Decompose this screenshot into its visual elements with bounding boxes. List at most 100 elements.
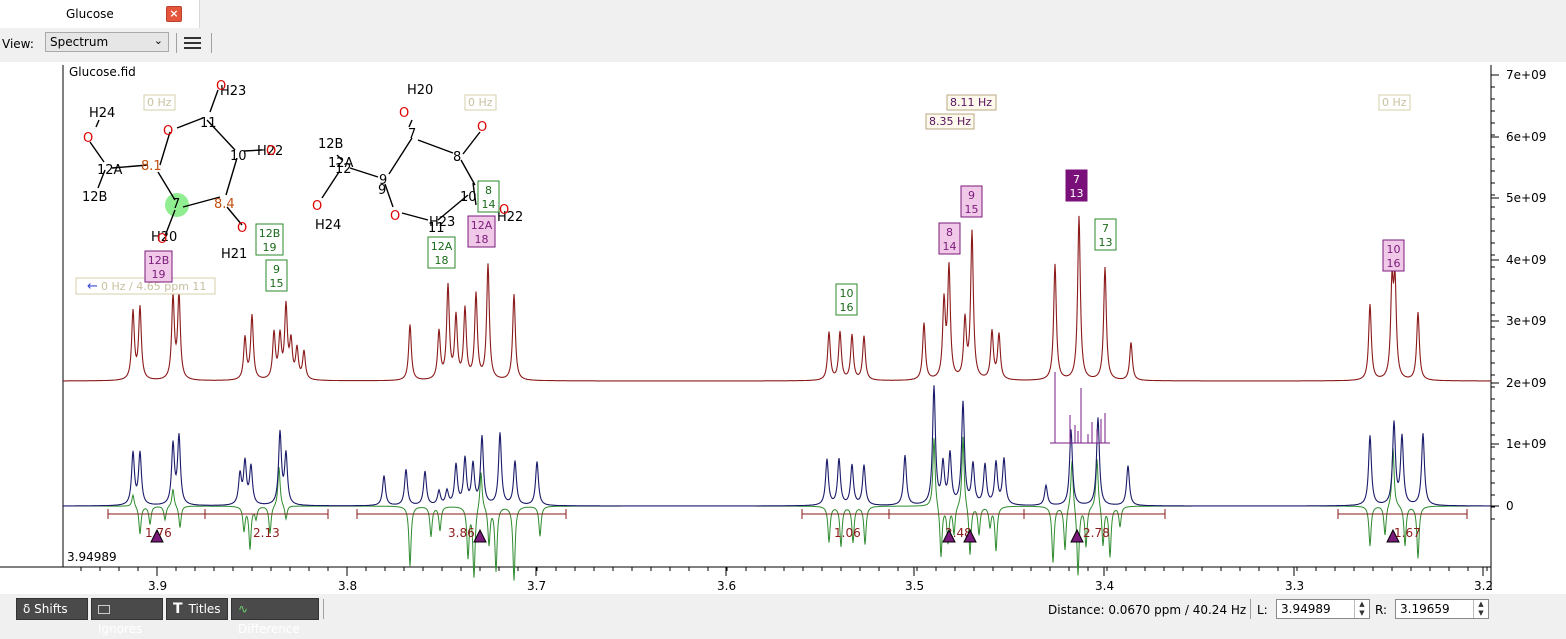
menu-icon[interactable] xyxy=(184,34,204,52)
right-cursor-field[interactable]: 3.19659 ▲ ▼ xyxy=(1395,599,1489,619)
peak-tag-box xyxy=(835,283,858,316)
peak-tag-box xyxy=(427,236,456,269)
peak-marker xyxy=(1386,528,1400,543)
rectangle-icon xyxy=(98,605,110,614)
integral-regions xyxy=(107,509,1468,519)
right-cursor-value: 3.19659 xyxy=(1400,602,1450,616)
distance-readout: Distance: 0.0670 ppm / 40.24 Hz xyxy=(1048,603,1247,617)
titles-button-label: Titles xyxy=(188,602,221,616)
y-tick-label: 1e+09 xyxy=(1506,437,1546,451)
svg-text:H24: H24 xyxy=(89,106,115,121)
text-icon: T xyxy=(173,601,183,617)
peak-tag-box xyxy=(255,223,284,256)
peak-tag-atom: 8 xyxy=(946,226,953,239)
peak-tag-box xyxy=(960,185,983,218)
x-tick-label: 3.2 xyxy=(1474,579,1493,593)
svg-text:O: O xyxy=(216,79,226,94)
toolbar-divider xyxy=(211,33,212,53)
peak-tag-box xyxy=(477,180,500,213)
spectrum-canvas[interactable]: 3.9 3.8 3.7 3.6 3.5 3.4 3.3 3.2 7e+09 6e+09 5e+09… xyxy=(0,62,1566,594)
y-tick-label: 4e+09 xyxy=(1506,253,1546,267)
ignores-button[interactable]: Ignores xyxy=(91,598,163,636)
peak-tag-atom: 9 xyxy=(273,263,280,276)
svg-text:H22: H22 xyxy=(257,144,283,159)
x-tick-label: 3.5 xyxy=(905,579,924,593)
difference-button-label: Difference xyxy=(238,622,300,636)
spin-arrows-icon[interactable]: ▲ ▼ xyxy=(1473,600,1488,618)
svg-text:H23: H23 xyxy=(220,84,246,99)
back-arrow-icon[interactable]: ← xyxy=(87,279,98,294)
view-select[interactable]: Spectrum ⌄ xyxy=(45,32,169,52)
svg-text:7: 7 xyxy=(408,127,416,142)
tab-glucose[interactable]: Glucose × xyxy=(0,0,200,28)
peak-tag-atom: 10 xyxy=(1387,243,1401,256)
molecule-structure-1[interactable]: H24 O 12A 12B O 11 H23 O 8.1 10 H22 O 7 … xyxy=(82,79,283,262)
left-cursor-label: L: xyxy=(1257,603,1268,617)
peak-tag-index: 18 xyxy=(475,233,489,246)
cursor-readout: 3.94989 xyxy=(67,550,117,564)
peak-tag-box xyxy=(938,222,961,255)
svg-text:O: O xyxy=(499,203,509,218)
peak-tag-box xyxy=(144,250,173,283)
y-axis-ticks: 7e+09 6e+09 5e+09 4e+09 3e+09 2e+09 1e+09 0 xyxy=(1491,68,1546,520)
shifts-button[interactable]: δ Shifts xyxy=(16,598,88,620)
svg-text:11: 11 xyxy=(200,116,217,131)
structure2-labels: H20 O 7 O 12B 12A 12 8 9 9 O H24 O H23 1… xyxy=(312,83,523,236)
peak-tag-index: 19 xyxy=(152,268,166,281)
peak-tag-index: 14 xyxy=(482,198,496,211)
coupling-tags: 0 Hz 0 Hz 8.11 Hz 8.35 Hz 0 Hz xyxy=(143,94,1411,130)
svg-text:8: 8 xyxy=(453,150,461,165)
peak-tag-atom: 9 xyxy=(968,189,975,202)
peak-assignment-tags[interactable]: 12B1912B1991581412A1812A1810168149157137… xyxy=(144,169,1405,316)
svg-text:H20: H20 xyxy=(151,230,177,245)
y-tick-label: 0 xyxy=(1506,499,1514,513)
x-tick-label: 3.9 xyxy=(148,579,167,593)
peak-marker xyxy=(942,528,956,543)
peak-tag-atom: 12B xyxy=(259,227,281,240)
peak-tag-box xyxy=(1094,218,1117,251)
peak-tag-index: 19 xyxy=(263,241,277,254)
hz-tag: 0 Hz xyxy=(1382,96,1407,109)
integral-labels: 1.76 2.13 3.86 1.06 2.48 2.78 1.67 xyxy=(145,526,1421,540)
svg-text:O: O xyxy=(237,221,247,236)
peak-marker xyxy=(963,528,977,543)
y-tick-label: 7e+09 xyxy=(1506,68,1546,82)
svg-text:9: 9 xyxy=(378,183,386,198)
x-tick-label: 3.8 xyxy=(338,579,357,593)
difference-button[interactable]: ∿ Difference xyxy=(231,598,319,636)
hz-tag: 0 Hz xyxy=(147,96,172,109)
peak-tag-atom: 10 xyxy=(840,287,854,300)
highlight-atom xyxy=(165,193,189,217)
svg-text:12B: 12B xyxy=(82,190,107,205)
svg-text:O: O xyxy=(266,144,276,159)
molecule-structure-2[interactable]: H20 O 7 O 12B 12A 12 8 9 9 O H24 O H23 1… xyxy=(312,83,523,236)
peak-tag-box xyxy=(467,215,496,248)
peak-tag-atom: 8 xyxy=(485,184,492,197)
peak-tag-atom: 12A xyxy=(471,219,493,232)
spin-arrows-icon[interactable]: ▲ ▼ xyxy=(1354,600,1369,618)
spectrum-plot[interactable]: 3.9 3.8 3.7 3.6 3.5 3.4 3.3 3.2 7e+09 6e+09 5e+09… xyxy=(0,62,1566,594)
svg-text:9: 9 xyxy=(379,173,387,188)
peak-tag-index: 18 xyxy=(435,254,449,267)
titles-button[interactable]: T Titles xyxy=(166,598,228,620)
svg-text:10: 10 xyxy=(460,190,477,205)
svg-text:H21: H21 xyxy=(221,247,247,262)
x-tick-label: 3.3 xyxy=(1285,579,1304,593)
svg-text:H20: H20 xyxy=(407,83,433,98)
y-tick-label: 5e+09 xyxy=(1506,191,1546,205)
close-icon[interactable]: × xyxy=(166,6,182,22)
left-cursor-field[interactable]: 3.94989 ▲ ▼ xyxy=(1276,599,1370,619)
peak-tag-atom: 12A xyxy=(431,240,453,253)
view-toolbar xyxy=(0,28,1566,60)
view-label: View: xyxy=(2,37,34,51)
peak-tag-index: 15 xyxy=(965,203,979,216)
peak-tag-index: 16 xyxy=(840,301,854,314)
peak-markers[interactable] xyxy=(150,528,1400,543)
tab-label: Glucose xyxy=(66,7,114,21)
peak-marker xyxy=(1070,528,1084,543)
svg-text:H22: H22 xyxy=(497,210,523,225)
y-tick-label: 2e+09 xyxy=(1506,376,1546,390)
svg-text:12A: 12A xyxy=(97,163,123,178)
peak-marker xyxy=(473,528,487,543)
view-select-value: Spectrum xyxy=(50,35,109,49)
